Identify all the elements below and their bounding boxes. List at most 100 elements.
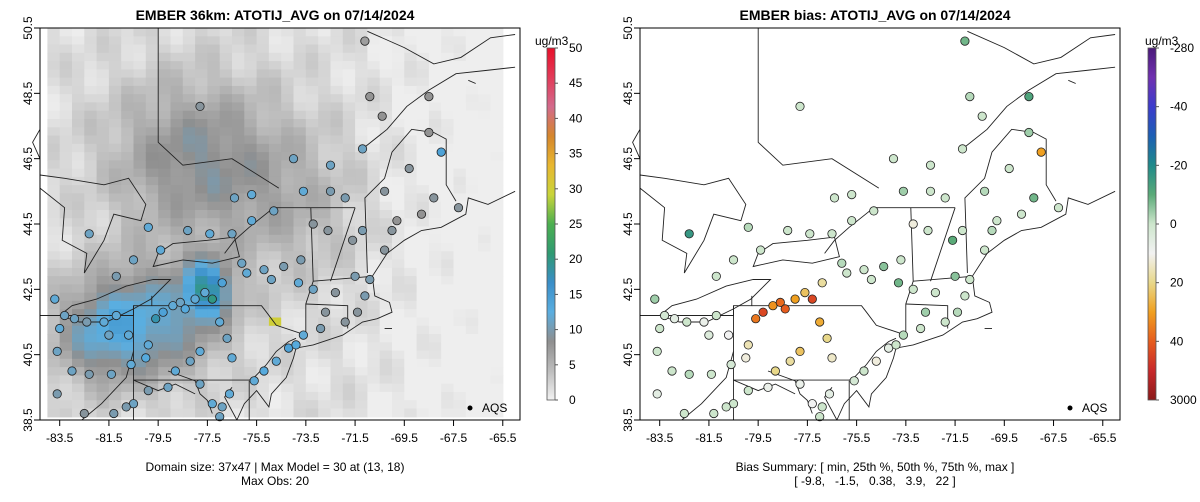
grid-cell [330, 400, 344, 410]
grid-cell [145, 36, 159, 46]
aqs-bias-station [879, 261, 889, 272]
grid-cell [404, 276, 418, 285]
grid-cell [465, 210, 479, 219]
grid-cell [145, 28, 159, 37]
grid-cell [59, 143, 73, 153]
grid-cell [256, 201, 270, 211]
grid-cell [293, 102, 307, 112]
grid-cell [121, 152, 135, 161]
grid-cell [342, 168, 356, 178]
grid-cell [428, 218, 442, 228]
grid-cell [133, 259, 147, 269]
grid-cell [59, 234, 73, 244]
grid-cell [121, 176, 135, 186]
grid-cell [244, 69, 258, 79]
grid-cell [330, 143, 344, 153]
grid-cell [465, 383, 479, 393]
grid-cell [392, 334, 405, 343]
state-border [913, 275, 973, 282]
grid-cell [441, 300, 455, 310]
aqs-station [99, 317, 109, 327]
grid-cell [305, 77, 319, 87]
x-tick-label: -65.5 [489, 431, 517, 445]
grid-cell [232, 94, 245, 104]
grid-cell [416, 234, 430, 244]
aqs-station [195, 346, 205, 356]
grid-cell [182, 152, 196, 161]
grid-cell [145, 259, 159, 269]
grid-cell [232, 309, 245, 319]
grid-cell [305, 44, 319, 54]
grid-cell [465, 44, 479, 54]
grid-cell [268, 135, 282, 145]
grid-cell [72, 119, 85, 128]
grid-cell [441, 135, 455, 145]
grid-cell [416, 408, 430, 418]
grid-cell [330, 61, 344, 70]
grid-cell [182, 367, 196, 376]
aqs-station [207, 294, 217, 304]
grid-cell [207, 218, 221, 228]
grid-cell [330, 102, 344, 112]
grid-cell [170, 127, 184, 137]
grid-cell [47, 185, 61, 194]
grid-cell [195, 44, 208, 54]
grid-cell [392, 243, 405, 252]
colorbar-tick-label: 15 [569, 287, 583, 301]
grid-cell [453, 85, 467, 95]
grid-cell [342, 52, 356, 62]
grid-cell [170, 408, 184, 418]
grid-cell [256, 119, 270, 128]
grid-cell [392, 85, 405, 95]
aqs-bias-station [837, 258, 847, 268]
grid-cell [318, 243, 332, 252]
state-border [157, 28, 280, 189]
grid-cell [428, 135, 442, 145]
aqs-station [82, 317, 92, 327]
aqs-station [121, 402, 131, 412]
grid-cell [121, 218, 135, 228]
grid-cell [47, 400, 61, 410]
grid-cell [490, 400, 504, 410]
state-border [305, 207, 314, 336]
grid-cell [195, 391, 208, 401]
grid-cell [145, 234, 159, 244]
grid-cell [318, 383, 332, 393]
aqs-station [247, 216, 257, 226]
grid-cell [355, 193, 368, 203]
grid-cell [96, 383, 110, 393]
grid-cell [453, 110, 467, 120]
grid-cell [182, 176, 196, 186]
grid-cell [219, 185, 233, 194]
grid-cell [170, 94, 184, 104]
grid-cell [72, 94, 85, 104]
grid-cell [207, 135, 221, 145]
grid-cell [330, 358, 344, 368]
grid-cell [441, 160, 455, 170]
grid-cell [121, 28, 135, 37]
grid-cell [232, 234, 245, 244]
aqs-station [453, 203, 464, 213]
grid-cell [145, 152, 159, 161]
grid-cell [392, 284, 405, 294]
grid-cell [195, 408, 208, 418]
grid-cell [256, 160, 270, 170]
grid-cell [392, 317, 405, 327]
grid-cell [182, 36, 196, 46]
grid-cell [367, 400, 381, 410]
aqs-station [143, 340, 153, 350]
grid-cell [281, 85, 295, 95]
grid-cell [145, 44, 159, 54]
grid-cell [145, 334, 159, 343]
grid-cell [84, 358, 98, 368]
grid-cell [318, 400, 332, 410]
grid-cell [428, 334, 442, 343]
grid-cell [318, 127, 332, 137]
grid-cell [416, 36, 430, 46]
grid-cell [379, 276, 393, 285]
grid-cell [330, 119, 344, 128]
grid-cell [392, 176, 405, 186]
aqs-bias-station [842, 268, 852, 278]
grid-cell [305, 375, 319, 385]
grid-cell [318, 52, 332, 62]
